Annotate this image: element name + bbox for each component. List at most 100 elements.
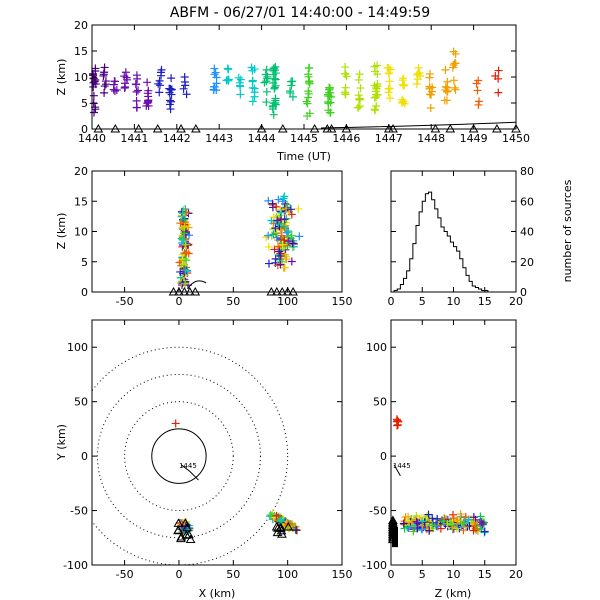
- time-height-xlabel: Time (UT): [276, 150, 331, 163]
- source-mark: [166, 105, 175, 114]
- source-mark: [280, 236, 289, 245]
- plan-view-xtick-label: 150: [332, 568, 353, 581]
- source-mark: [155, 81, 164, 90]
- z-y-panel: 1445 0 5 10 15 20 -100 -50 0 50 100: [362, 319, 523, 581]
- source-mark: [110, 77, 119, 86]
- source-mark: [372, 101, 381, 110]
- plan-view-xtick-label: 100: [277, 568, 298, 581]
- source-mark: [132, 103, 141, 112]
- source-mark: [451, 59, 460, 68]
- source-mark: [266, 511, 275, 520]
- z-y-ytick-label: -50: [369, 505, 387, 518]
- source-mark: [271, 62, 280, 71]
- source-mark: [262, 87, 271, 96]
- source-mark: [474, 76, 483, 85]
- time-height-xtick-label: 1448: [417, 132, 445, 145]
- source-mark: [464, 516, 473, 525]
- range-ring: [92, 346, 289, 565]
- source-mark: [474, 100, 483, 109]
- source-mark: [385, 94, 394, 103]
- figure-title: ABFM - 06/27/01 14:40:00 - 14:49:59: [170, 5, 430, 21]
- source-mark: [448, 63, 457, 72]
- histogram-ytick-label: 40: [520, 226, 534, 239]
- station-mark: [185, 534, 196, 543]
- source-mark: [287, 257, 296, 266]
- source-mark: [280, 222, 289, 231]
- source-mark: [180, 222, 189, 231]
- x-z-frame: [91, 170, 343, 293]
- source-mark: [413, 75, 422, 84]
- source-mark: [273, 216, 282, 225]
- z-y-ytick-label: 0: [380, 450, 387, 463]
- x-z-xtick-label: 0: [175, 295, 182, 308]
- source-mark: [248, 66, 257, 75]
- track-line: [187, 280, 207, 290]
- time-height-xtick-label: 1440: [78, 132, 106, 145]
- source-mark: [453, 524, 462, 533]
- source-mark: [288, 239, 297, 248]
- source-mark: [179, 236, 188, 245]
- source-mark: [120, 79, 129, 88]
- track-line: [393, 464, 401, 476]
- plan-view-ylabel: Y (km): [55, 424, 68, 461]
- source-mark: [268, 102, 277, 111]
- station-mark: [273, 523, 283, 532]
- source-mark: [181, 279, 190, 288]
- histogram-ylabel: number of sources: [561, 179, 574, 282]
- source-mark: [143, 78, 152, 87]
- source-mark: [494, 88, 503, 97]
- plan-view-xtick-label: -50: [116, 568, 134, 581]
- source-mark: [89, 74, 98, 83]
- plan-view-xlabel: X (km): [199, 587, 236, 600]
- plan-view-ytick-label: -50: [70, 505, 88, 518]
- source-mark: [414, 63, 423, 72]
- source-mark: [109, 85, 118, 94]
- source-mark: [269, 110, 278, 119]
- source-mark: [236, 82, 245, 91]
- track-line: [180, 464, 199, 481]
- histogram-ytick-label: 0: [520, 286, 527, 299]
- source-mark: [132, 80, 141, 89]
- source-mark: [265, 259, 274, 268]
- source-mark: [288, 77, 297, 86]
- z-y-ytick-label: 50: [373, 396, 387, 409]
- source-mark: [282, 255, 291, 264]
- source-mark: [418, 517, 427, 526]
- source-mark: [272, 511, 281, 520]
- source-mark: [475, 97, 484, 106]
- source-mark: [247, 63, 256, 72]
- source-mark: [442, 96, 451, 105]
- source-mark: [212, 73, 221, 82]
- source-mark: [413, 518, 422, 527]
- source-mark: [451, 85, 460, 94]
- source-mark: [211, 68, 220, 77]
- source-mark: [373, 80, 382, 89]
- source-mark: [276, 252, 285, 261]
- source-mark: [326, 98, 335, 107]
- z-y-xlabel: Z (km): [435, 587, 472, 600]
- source-mark: [262, 98, 271, 107]
- plan-view-panel: 1445 -50 0 50 100 150 -100 -50 0 50 100: [63, 319, 353, 581]
- source-mark: [477, 518, 486, 527]
- histogram-ytick-label: 60: [520, 195, 534, 208]
- source-mark: [425, 82, 434, 91]
- range-rings: [92, 346, 289, 565]
- histogram-ytick-label: 80: [520, 165, 534, 178]
- source-mark: [248, 83, 257, 92]
- source-mark: [181, 240, 190, 249]
- source-mark: [441, 82, 450, 91]
- source-mark: [383, 63, 392, 72]
- source-mark: [154, 79, 163, 88]
- source-mark: [222, 76, 231, 85]
- source-mark: [270, 74, 279, 83]
- source-mark: [264, 242, 273, 251]
- source-mark: [425, 526, 434, 535]
- source-mark: [262, 65, 271, 74]
- plan-view-xtick-label: 50: [226, 568, 240, 581]
- source-mark: [264, 231, 273, 240]
- source-mark: [277, 517, 286, 526]
- source-mark: [279, 239, 288, 248]
- source-mark: [276, 260, 285, 269]
- source-mark: [91, 64, 100, 73]
- source-mark: [181, 249, 190, 258]
